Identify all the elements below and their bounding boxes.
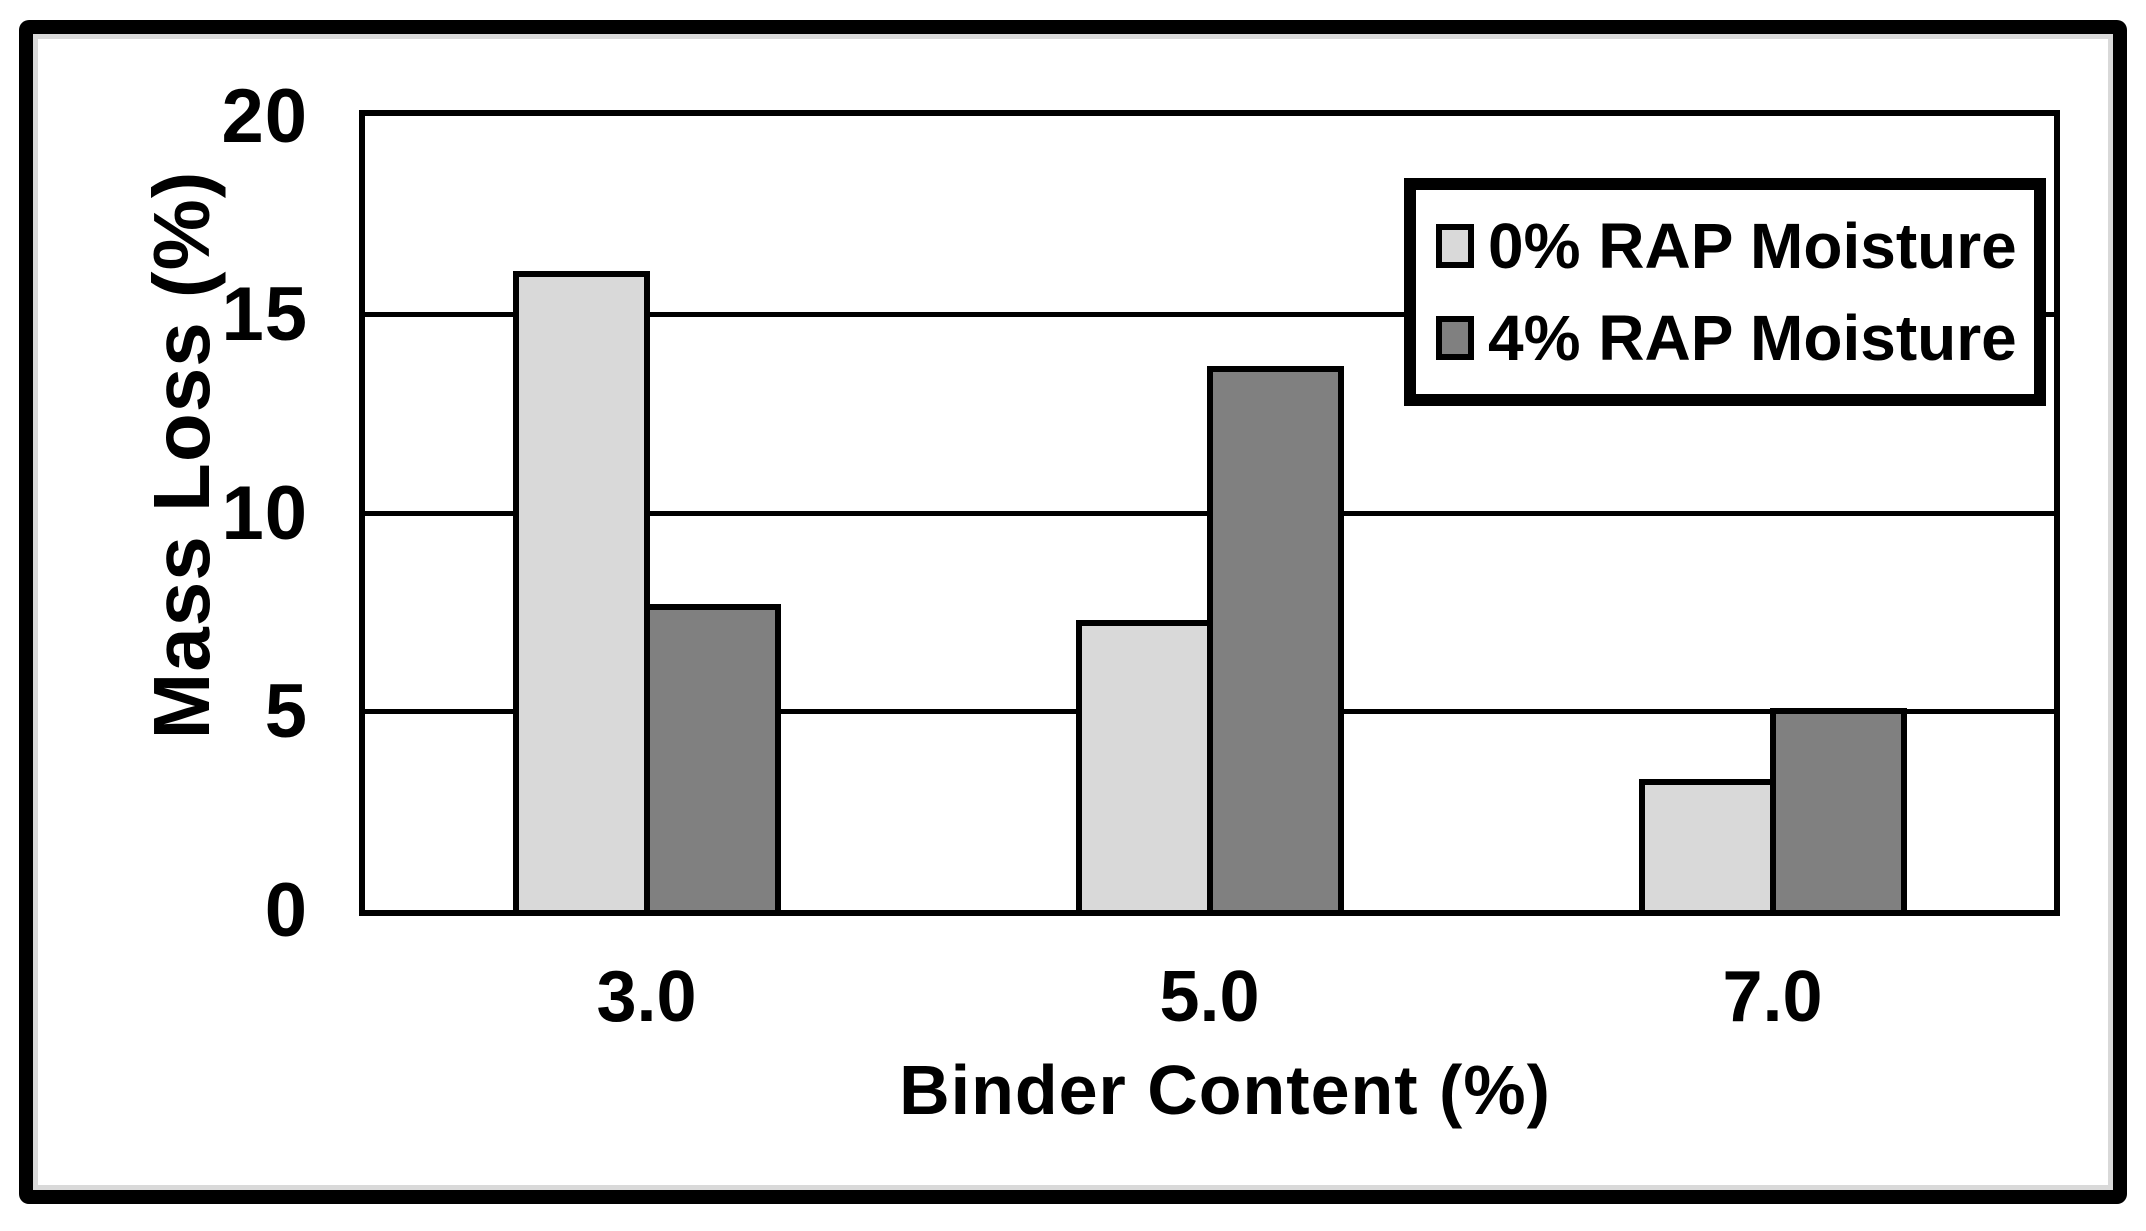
y-tick-label-5: 5 bbox=[264, 669, 308, 754]
y-tick-label-15: 15 bbox=[221, 272, 308, 357]
legend-item-4pct: 4% RAP Moisture bbox=[1436, 301, 2034, 375]
gridline-y-15 bbox=[365, 312, 2054, 317]
x-axis-title: Binder Content (%) bbox=[899, 1051, 1551, 1129]
legend-item-0pct: 0% RAP Moisture bbox=[1436, 209, 2034, 283]
x-tick-label-7.0: 7.0 bbox=[1722, 957, 1823, 1037]
figure-border bbox=[19, 20, 2127, 1204]
x-tick-label-3.0: 3.0 bbox=[596, 957, 697, 1037]
y-tick-label-20: 20 bbox=[221, 73, 308, 159]
legend-label-4pct: 4% RAP Moisture bbox=[1488, 302, 2017, 375]
legend-swatch-4pct-icon bbox=[1436, 316, 1474, 361]
bar-3.0-0-rap-moisture bbox=[512, 271, 650, 910]
y-tick-label-0: 0 bbox=[264, 867, 308, 953]
bar-7.0-0-rap-moisture bbox=[1638, 779, 1776, 910]
legend-label-0pct: 0% RAP Moisture bbox=[1488, 209, 2017, 282]
bar-5.0-0-rap-moisture bbox=[1075, 620, 1213, 910]
y-tick-label-10: 10 bbox=[221, 470, 308, 556]
bar-5.0-4-rap-moisture bbox=[1206, 366, 1344, 910]
legend: 0% RAP Moisture 4% RAP Moisture bbox=[1404, 178, 2046, 406]
bar-7.0-4-rap-moisture bbox=[1769, 708, 1907, 910]
legend-swatch-0pct-icon bbox=[1436, 223, 1474, 268]
x-tick-label-5.0: 5.0 bbox=[1159, 957, 1260, 1037]
y-axis-title: Mass Loss (%) bbox=[137, 170, 226, 740]
bar-3.0-4-rap-moisture bbox=[643, 604, 781, 910]
